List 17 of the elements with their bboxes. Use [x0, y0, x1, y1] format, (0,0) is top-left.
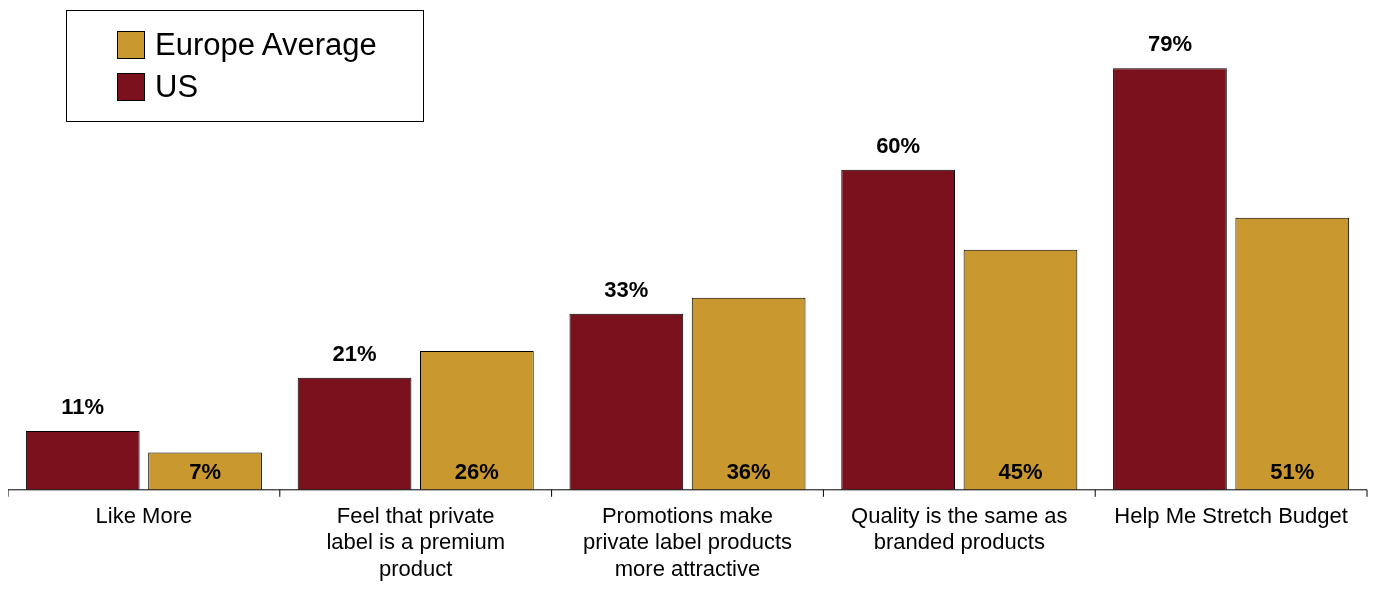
data-label: 7% [189, 458, 221, 484]
data-label: 36% [726, 458, 771, 484]
data-label: 79% [1147, 31, 1192, 57]
data-label: 11% [61, 394, 105, 420]
x-tick-label: Feel that private label is a premium product [326, 503, 505, 581]
x-tick-label: Like More [95, 503, 193, 529]
data-label: 21% [332, 340, 377, 366]
data-label: 26% [454, 458, 499, 484]
data-label: 45% [998, 458, 1043, 484]
data-label: 60% [876, 132, 921, 158]
x-tick-label: Promotions make private label products more attractive [582, 503, 793, 581]
data-label: 33% [604, 276, 649, 302]
x-tick-label: Help Me Stretch Budget [1114, 503, 1348, 529]
x-tick-label: Quality is the same as branded products [851, 503, 1068, 555]
legend-label: Europe Average [155, 27, 377, 63]
legend-label: US [155, 69, 199, 105]
data-label: 51% [1270, 458, 1315, 484]
